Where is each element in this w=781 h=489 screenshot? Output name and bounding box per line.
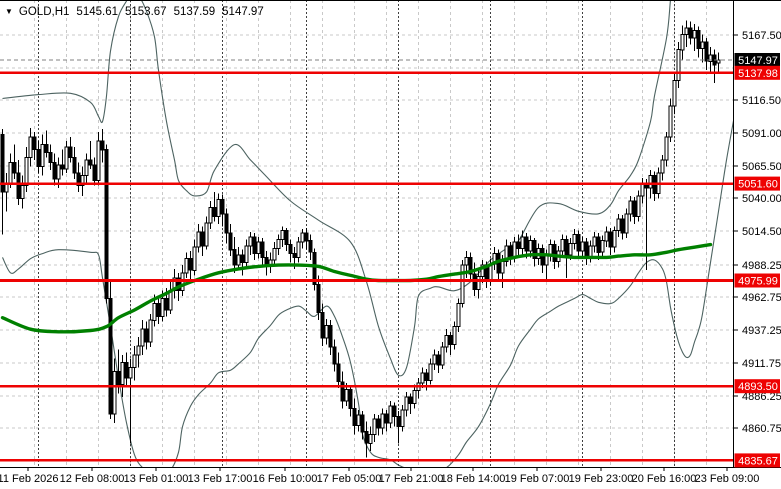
x-axis-label: 17 Feb 05:00: [317, 473, 382, 485]
x-axis: 11 Feb 2026 12 Feb 08:00 13 Feb 01:00 13 Fe…: [0, 467, 759, 485]
svg-text:4835.67: 4835.67: [738, 455, 778, 467]
svg-text:4893.50: 4893.50: [738, 381, 778, 393]
x-axis-label: 13 Feb 01:00: [124, 473, 189, 485]
symbol-dropdown-icon[interactable]: ▼: [5, 7, 13, 16]
svg-text:4975.99: 4975.99: [738, 276, 778, 288]
support-resistance-levels[interactable]: [0, 71, 733, 462]
y-axis-label: 5091.00: [742, 128, 781, 140]
current-price-badge: 5147.97: [734, 53, 780, 67]
symbol-timeframe-label: GOLD,H1: [18, 6, 70, 18]
x-axis-label: 17 Feb 21:00: [379, 473, 444, 485]
x-axis-label: 11 Feb 2026: [0, 473, 58, 485]
price-level-badge: 4975.99: [734, 273, 780, 288]
y-axis-label: 5065.50: [742, 161, 781, 173]
x-axis-label: 20 Feb 16:00: [632, 473, 697, 485]
y-axis-label: 4911.75: [742, 358, 781, 370]
ohlc-close-value: 5147.97: [222, 6, 264, 18]
y-axis-label: 5040.00: [742, 193, 781, 205]
x-axis-label: 23 Feb 09:00: [695, 473, 760, 485]
candles-layer: [0, 20, 721, 458]
ohlc-low-value: 5137.59: [173, 6, 216, 18]
svg-text:5051.60: 5051.60: [738, 179, 778, 191]
y-axis: 5167.50 5116.50 5091.00 5065.50 5040.00 5014.…: [733, 30, 781, 435]
chart-header: ▼ GOLD,H1 5145.61 5153.67 5137.59 5147.9…: [5, 5, 271, 19]
price-level-badge: 5051.60: [734, 176, 780, 191]
x-axis-label: 16 Feb 10:00: [253, 473, 318, 485]
x-axis-label: 13 Feb 17:00: [188, 473, 253, 485]
svg-text:5147.97: 5147.97: [738, 55, 778, 67]
y-axis-label: 4937.25: [742, 325, 781, 337]
y-axis-label: 5014.50: [742, 226, 781, 238]
x-axis-label: 19 Feb 07:00: [505, 473, 570, 485]
axes-frame: [0, 0, 781, 468]
x-axis-label: 18 Feb 14:00: [441, 473, 506, 485]
svg-text:5137.98: 5137.98: [738, 68, 778, 80]
y-axis-label: 4988.25: [742, 260, 781, 272]
price-level-badge: 4835.67: [734, 453, 780, 468]
y-axis-label: 4860.75: [742, 423, 781, 435]
ohlc-high-value: 5153.67: [125, 6, 167, 18]
y-axis-label: 4886.25: [742, 391, 781, 403]
price-level-badge: 4893.50: [734, 379, 780, 394]
x-axis-label: 19 Feb 23:00: [569, 473, 634, 485]
price-level-badge: 5137.98: [734, 65, 780, 80]
y-axis-label: 5167.50: [742, 30, 781, 42]
y-axis-label: 4962.75: [742, 292, 781, 304]
x-axis-label: 12 Feb 08:00: [60, 473, 125, 485]
ohlc-open-value: 5145.61: [76, 6, 118, 18]
y-axis-label: 5116.50: [742, 95, 781, 107]
